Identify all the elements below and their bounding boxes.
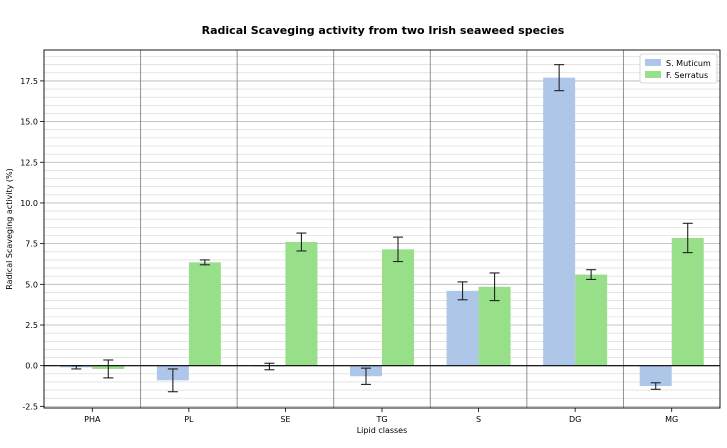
y-tick-label: -2.5: [22, 402, 38, 411]
bar-s-muticum-s: [446, 290, 479, 366]
y-tick-label: 17.5: [20, 77, 38, 86]
y-axis-label: Radical Scaveging activity (%): [5, 168, 14, 290]
chart-title: Radical Scaveging activity from two Iris…: [202, 24, 565, 37]
legend-label: S. Muticum: [666, 59, 711, 68]
legend-label: F. Serratus: [666, 71, 708, 80]
y-tick-label: 0.0: [25, 362, 38, 371]
bar-f-serratus-se: [285, 242, 318, 366]
y-tick-label: 15.0: [20, 118, 38, 127]
bar-s-muticum-mg: [639, 365, 672, 387]
x-tick-label: SE: [280, 415, 290, 424]
bar-f-serratus-pl: [188, 262, 221, 366]
y-tick-label: 10.0: [20, 199, 38, 208]
x-tick-label: PHA: [84, 415, 101, 424]
y-tick-label: 12.5: [20, 158, 38, 167]
bar-s-muticum-dg: [543, 77, 576, 366]
x-tick-label: DG: [569, 415, 581, 424]
x-axis-label: Lipid classes: [357, 426, 408, 435]
plot-area: -2.5 0.0 2.5 5.0 7.5 10.0 12.5 15.0 17.5 PHA PL SE T…: [20, 49, 721, 424]
x-tick-label: TG: [375, 415, 387, 424]
bar-f-serratus-tg: [382, 249, 414, 366]
x-tick-label: MG: [665, 415, 678, 424]
y-tick-label: 5.0: [25, 280, 38, 289]
x-tick-label: S: [476, 415, 481, 424]
legend-swatch: [645, 71, 661, 78]
legend-swatch: [645, 59, 661, 66]
bar-f-serratus-mg: [671, 237, 704, 366]
bar-f-serratus-dg: [575, 274, 608, 366]
x-tick-label: PL: [184, 415, 194, 424]
y-tick-label: 2.5: [25, 321, 38, 330]
y-tick-label: 7.5: [25, 240, 38, 249]
